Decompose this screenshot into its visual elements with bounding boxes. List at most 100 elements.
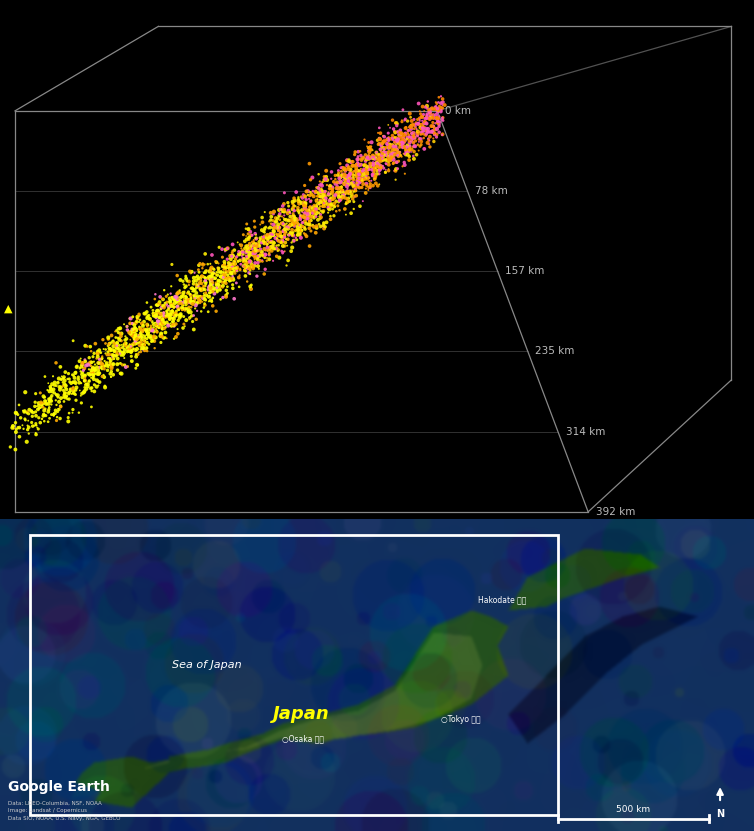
Point bbox=[379, 142, 391, 155]
Point bbox=[355, 154, 367, 167]
Point bbox=[12, 408, 24, 421]
Point bbox=[274, 235, 287, 248]
Point bbox=[231, 259, 244, 273]
Point bbox=[333, 166, 345, 179]
Point bbox=[224, 271, 236, 284]
Point bbox=[118, 343, 130, 356]
Point bbox=[268, 224, 280, 238]
Point bbox=[29, 406, 41, 419]
Point bbox=[12, 421, 24, 435]
Point bbox=[273, 234, 285, 248]
Point bbox=[374, 144, 386, 157]
Point bbox=[89, 337, 101, 351]
Point bbox=[313, 181, 325, 194]
Point bbox=[306, 199, 318, 213]
Point bbox=[291, 221, 303, 234]
Point bbox=[282, 233, 294, 246]
Point bbox=[402, 131, 414, 145]
Point bbox=[361, 172, 373, 185]
Point bbox=[99, 381, 111, 394]
Point bbox=[139, 336, 151, 349]
Point bbox=[87, 368, 100, 381]
Point bbox=[293, 191, 305, 204]
Point bbox=[134, 322, 146, 335]
Point bbox=[129, 335, 141, 348]
Point bbox=[204, 283, 216, 296]
Point bbox=[199, 266, 211, 279]
Point bbox=[302, 212, 314, 225]
Point bbox=[401, 132, 413, 145]
Point bbox=[311, 189, 323, 203]
Point bbox=[222, 287, 234, 300]
Point bbox=[207, 266, 219, 279]
Point bbox=[385, 154, 397, 167]
Point bbox=[281, 220, 293, 234]
Point bbox=[17, 419, 29, 432]
Point bbox=[259, 222, 271, 235]
Point bbox=[349, 169, 361, 182]
Point bbox=[425, 102, 437, 116]
Point bbox=[141, 318, 153, 332]
Point bbox=[336, 167, 348, 180]
Point bbox=[314, 195, 326, 209]
Point bbox=[262, 241, 274, 254]
Point bbox=[299, 220, 311, 234]
Point bbox=[44, 393, 56, 406]
Point bbox=[112, 322, 124, 336]
Point bbox=[246, 248, 258, 261]
Point bbox=[21, 406, 33, 419]
Point bbox=[333, 164, 345, 177]
Point bbox=[154, 311, 166, 324]
Point bbox=[341, 175, 353, 188]
Point bbox=[388, 130, 400, 144]
Point bbox=[195, 283, 207, 297]
Text: 500 km: 500 km bbox=[616, 804, 651, 814]
Point bbox=[312, 196, 324, 209]
Point bbox=[137, 319, 149, 332]
Point bbox=[378, 135, 390, 148]
Text: 78 km: 78 km bbox=[475, 186, 507, 196]
Point bbox=[205, 270, 217, 283]
Point bbox=[355, 149, 367, 162]
Point bbox=[156, 322, 168, 336]
Point bbox=[219, 261, 231, 274]
Point bbox=[54, 381, 66, 394]
Point bbox=[319, 174, 331, 187]
Point bbox=[251, 239, 263, 253]
Point bbox=[167, 304, 179, 317]
Point bbox=[343, 169, 355, 182]
Point bbox=[44, 411, 56, 425]
Point bbox=[275, 216, 287, 229]
Point bbox=[41, 397, 54, 411]
Point bbox=[38, 391, 50, 405]
Point bbox=[157, 311, 169, 324]
Point bbox=[341, 192, 353, 205]
Point bbox=[60, 378, 72, 391]
Point bbox=[317, 200, 329, 214]
Point bbox=[117, 346, 129, 359]
Point bbox=[151, 326, 163, 339]
Point bbox=[243, 231, 255, 244]
Point bbox=[220, 266, 232, 279]
Point bbox=[248, 214, 260, 228]
Point bbox=[375, 143, 387, 156]
Point bbox=[147, 317, 159, 331]
Point bbox=[405, 120, 417, 134]
Point bbox=[299, 199, 311, 213]
Point bbox=[342, 182, 354, 195]
Point bbox=[133, 330, 145, 343]
Point bbox=[360, 167, 372, 180]
Point bbox=[405, 111, 417, 124]
Point bbox=[329, 200, 341, 214]
Point bbox=[109, 337, 121, 351]
Point bbox=[67, 376, 79, 389]
Point bbox=[267, 240, 279, 253]
Point bbox=[57, 371, 69, 385]
Point bbox=[392, 135, 404, 149]
Point bbox=[167, 319, 179, 332]
Point bbox=[323, 199, 335, 212]
Point bbox=[287, 210, 299, 224]
Point bbox=[219, 275, 231, 288]
Point bbox=[205, 264, 217, 278]
Point bbox=[91, 361, 103, 374]
